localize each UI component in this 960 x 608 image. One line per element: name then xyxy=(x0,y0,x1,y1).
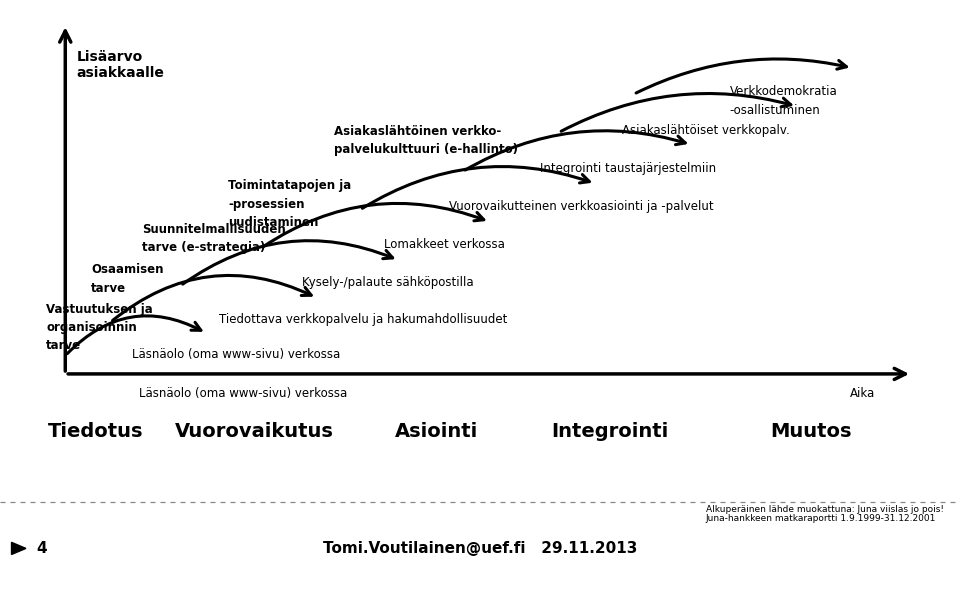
Text: Toimintatapojen ja: Toimintatapojen ja xyxy=(228,179,351,192)
Text: Vuorovaikutteinen verkkoasiointi ja -palvelut: Vuorovaikutteinen verkkoasiointi ja -pal… xyxy=(449,201,714,213)
Text: Tiedottava verkkopalvelu ja hakumahdollisuudet: Tiedottava verkkopalvelu ja hakumahdolli… xyxy=(219,313,507,326)
Text: Lisäarvo
asiakkaalle: Lisäarvo asiakkaalle xyxy=(77,50,165,80)
Text: Alkuperäinen lähde muokattuna: Juna viislas jo pois!: Alkuperäinen lähde muokattuna: Juna viis… xyxy=(706,505,944,514)
Text: -osallistuminen: -osallistuminen xyxy=(730,104,821,117)
Text: organisoinnin: organisoinnin xyxy=(46,321,137,334)
Text: Integrointi: Integrointi xyxy=(551,422,668,441)
Text: Vuorovaikutus: Vuorovaikutus xyxy=(175,422,334,441)
Text: Muutos: Muutos xyxy=(771,422,852,441)
Text: Tomi.Voutilainen@uef.fi   29.11.2013: Tomi.Voutilainen@uef.fi 29.11.2013 xyxy=(323,541,637,556)
Polygon shape xyxy=(12,542,26,554)
Text: Asiointi: Asiointi xyxy=(396,422,478,441)
Text: Osaamisen: Osaamisen xyxy=(91,263,164,276)
Text: Integrointi taustajärjestelmiin: Integrointi taustajärjestelmiin xyxy=(540,162,715,175)
Text: Asiakaslähtöiset verkkopalv.: Asiakaslähtöiset verkkopalv. xyxy=(622,124,790,137)
Text: Vastuutuksen ja: Vastuutuksen ja xyxy=(46,303,153,316)
Text: Asiakaslähtöinen verkko-: Asiakaslähtöinen verkko- xyxy=(334,125,501,137)
Text: Suunnitelmallisuuden: Suunnitelmallisuuden xyxy=(142,223,286,235)
Text: Läsnäolo (oma www-sivu) verkossa: Läsnäolo (oma www-sivu) verkossa xyxy=(132,348,341,361)
Text: palvelukulttuuri (e-hallinto): palvelukulttuuri (e-hallinto) xyxy=(334,143,518,156)
Text: Juna-hankkeen matkaraportti 1.9.1999-31.12.2001: Juna-hankkeen matkaraportti 1.9.1999-31.… xyxy=(706,514,936,522)
Text: tarve (e-strategia): tarve (e-strategia) xyxy=(142,241,266,254)
Text: Kysely-/palaute sähköpostilla: Kysely-/palaute sähköpostilla xyxy=(302,277,474,289)
Text: Aika: Aika xyxy=(850,387,875,400)
Text: tarve: tarve xyxy=(91,282,127,294)
Text: Läsnäolo (oma www-sivu) verkossa: Läsnäolo (oma www-sivu) verkossa xyxy=(139,387,348,400)
Text: Tiedotus: Tiedotus xyxy=(48,422,144,441)
Text: Verkkodemokratia: Verkkodemokratia xyxy=(730,86,837,98)
Text: uudistaminen: uudistaminen xyxy=(228,216,319,229)
Text: -prosessien: -prosessien xyxy=(228,198,305,210)
Text: 4: 4 xyxy=(36,541,47,556)
Text: Lomakkeet verkossa: Lomakkeet verkossa xyxy=(384,238,505,251)
Text: tarve: tarve xyxy=(46,339,82,352)
